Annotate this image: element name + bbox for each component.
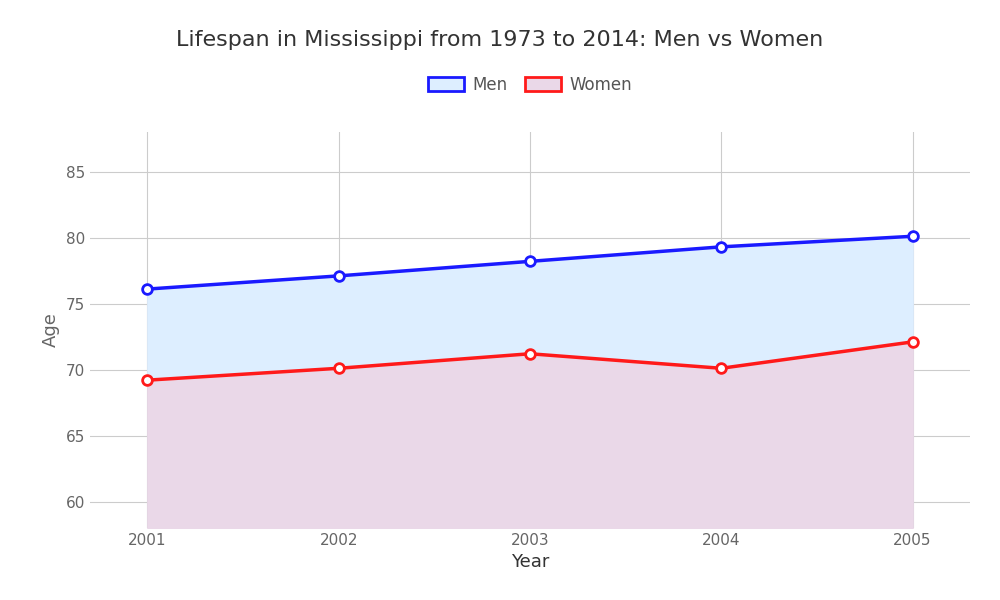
X-axis label: Year: Year: [511, 553, 549, 571]
Y-axis label: Age: Age: [42, 313, 60, 347]
Legend: Men, Women: Men, Women: [421, 69, 639, 100]
Text: Lifespan in Mississippi from 1973 to 2014: Men vs Women: Lifespan in Mississippi from 1973 to 201…: [176, 30, 824, 50]
